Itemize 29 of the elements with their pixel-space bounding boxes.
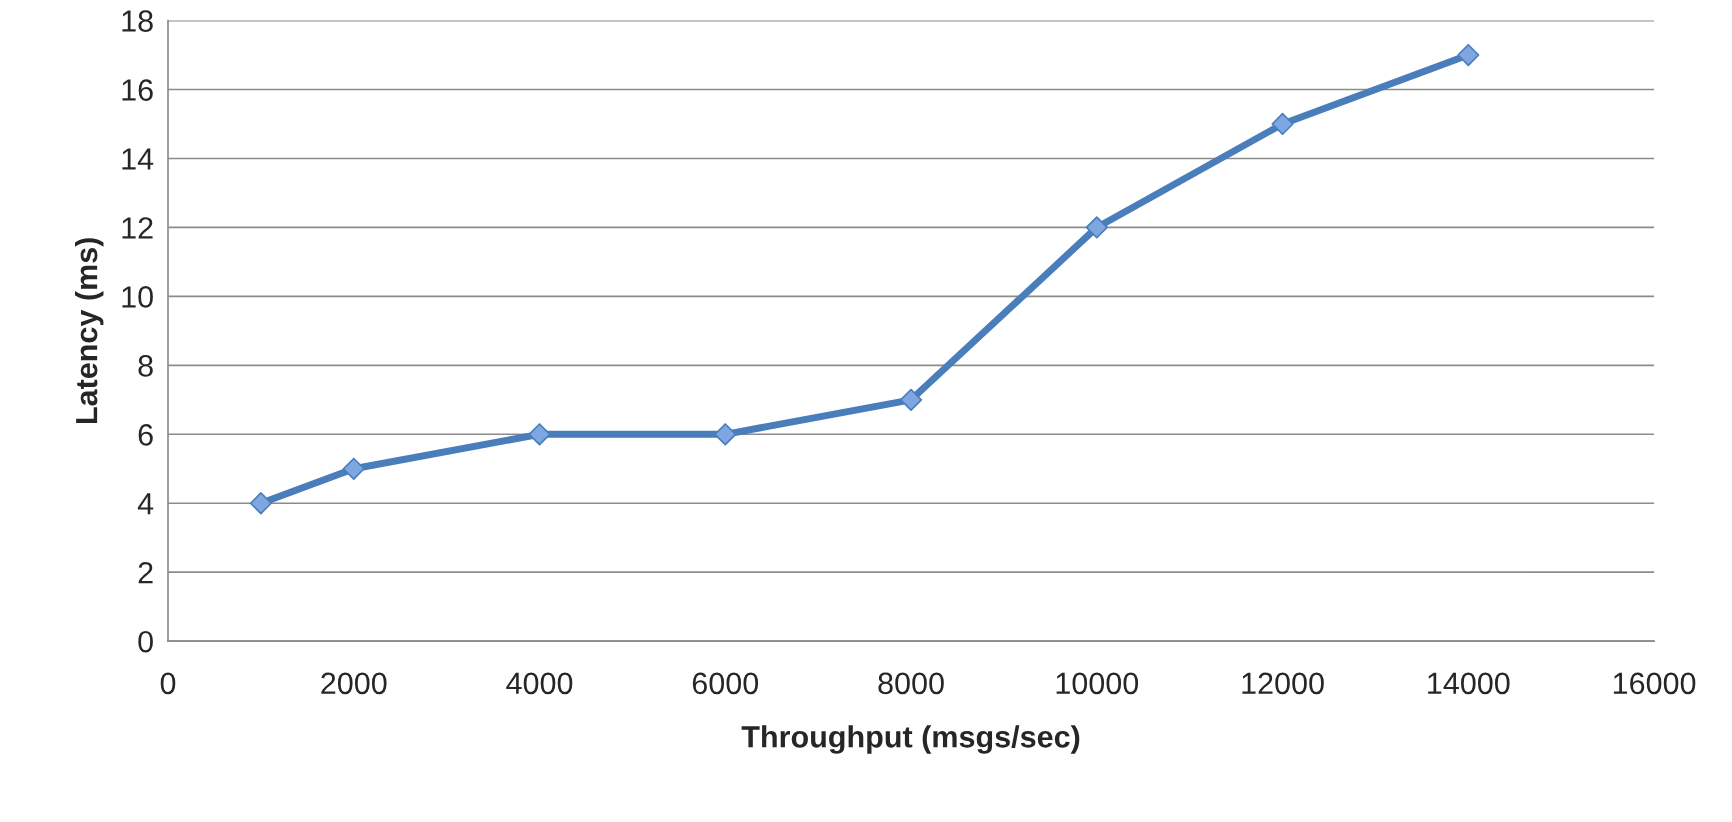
point — [714, 423, 737, 446]
x-tick-label: 16000 — [1613, 672, 1696, 695]
y-tick-label: 10 — [122, 286, 153, 308]
y-tick-label: 0 — [138, 630, 153, 653]
x-tick-label: 0 — [160, 672, 176, 695]
y-tick-label: 16 — [122, 79, 153, 101]
y-tick-label: 12 — [122, 217, 153, 239]
point — [249, 492, 273, 515]
point — [1271, 112, 1294, 136]
y-tick-label: 6 — [138, 424, 153, 446]
x-axis-title: Throughput (msgs/sec) — [741, 725, 1080, 754]
x-tick-label: 2000 — [321, 672, 387, 695]
y-axis-title: Latency (ms) — [74, 238, 104, 424]
x-tick-label: 4000 — [506, 672, 573, 695]
y-tick-label: 4 — [137, 493, 154, 515]
point — [342, 457, 365, 480]
point — [1085, 216, 1108, 239]
x-tick-label: 8000 — [878, 672, 944, 695]
x-tick-label: 10000 — [1056, 672, 1139, 695]
x-tick-label: 6000 — [692, 672, 759, 695]
y-tick-label: 18 — [122, 10, 153, 32]
x-tick-label: 14000 — [1428, 672, 1510, 695]
point — [528, 423, 551, 446]
point — [1457, 43, 1480, 67]
x-tick-label: 12000 — [1242, 672, 1324, 695]
point — [899, 388, 923, 411]
y-tick-label: 2 — [138, 561, 153, 584]
y-tick-label: 14 — [122, 148, 154, 170]
y-tick-label: 8 — [138, 355, 153, 377]
